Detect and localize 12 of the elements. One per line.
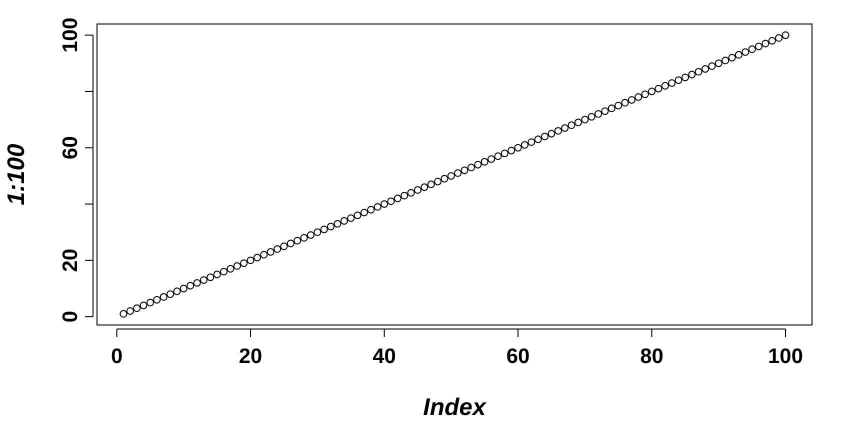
- x-tick-label: 100: [768, 345, 804, 368]
- y-tick-label: 100: [59, 18, 82, 53]
- y-tick-label: 20: [59, 248, 82, 272]
- x-tick-label: 20: [238, 345, 262, 368]
- y-tick-label: 60: [59, 136, 82, 160]
- x-tick-label: 60: [506, 345, 530, 368]
- x-tick-label: 40: [372, 345, 396, 368]
- y-tick-label: 0: [59, 310, 82, 323]
- x-tick-label: 80: [640, 345, 664, 368]
- x-axis-title: Index: [423, 394, 488, 421]
- y-axis-title: 1:100: [3, 143, 30, 206]
- x-tick-label: 0: [110, 345, 123, 368]
